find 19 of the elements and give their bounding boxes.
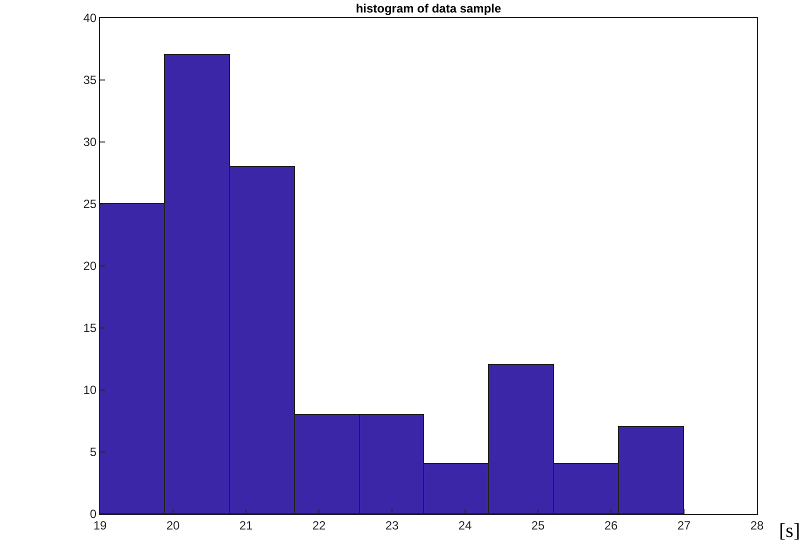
y-tick-label: 10 (83, 383, 97, 398)
x-tick-label: 24 (458, 518, 472, 532)
y-tick-label: 35 (83, 73, 97, 88)
y-tick-label: 15 (83, 321, 97, 336)
x-tick-label: 28 (750, 518, 764, 532)
x-tick-label: 23 (385, 518, 399, 532)
chart-title: histogram of data sample (356, 1, 502, 16)
x-tick-label: 21 (239, 518, 253, 532)
y-tick-label: 20 (83, 259, 97, 274)
y-tick-label: 30 (83, 135, 97, 150)
y-tick-label: 25 (83, 197, 97, 212)
x-tick-label: 26 (604, 518, 618, 532)
x-axis-title: [s] (779, 520, 800, 542)
x-tick-label: 22 (312, 518, 326, 532)
y-tick-label: 5 (90, 445, 97, 460)
x-tick-label: 20 (166, 518, 180, 532)
x-tick-label: 27 (677, 518, 691, 532)
x-tick-label: 25 (531, 518, 545, 532)
y-tick-label: 40 (83, 11, 97, 26)
